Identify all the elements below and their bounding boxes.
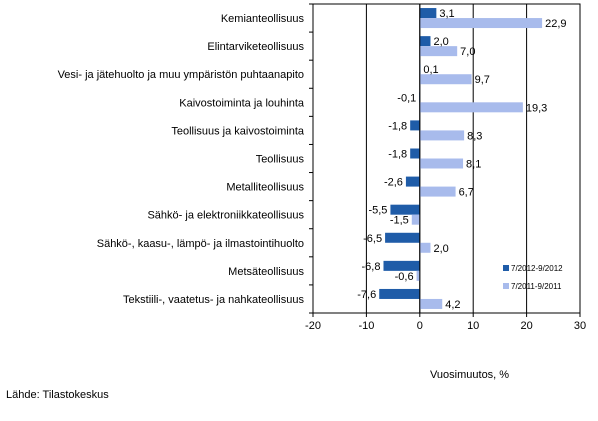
plot-frame: [312, 3, 581, 314]
legend-swatch: [503, 265, 509, 271]
bar: [411, 214, 420, 225]
data-label: 8,1: [466, 159, 481, 171]
category-label: Kemianteollisuus: [221, 13, 305, 25]
bar: [390, 204, 420, 215]
data-label: 6,7: [459, 187, 474, 199]
legend-label: 7/2012-9/2012: [511, 264, 563, 273]
axes: [309, 3, 581, 317]
bar: [419, 186, 456, 197]
bar: [419, 36, 431, 47]
bar: [419, 298, 443, 309]
category-label: Kaivostoiminta ja louhinta: [179, 97, 305, 109]
x-tick-label: 0: [417, 320, 423, 332]
data-label: 4,2: [445, 299, 460, 311]
legend-swatch: [503, 283, 509, 289]
category-label: Teollisuus ja kaivostoiminta: [171, 125, 305, 137]
x-tick-label: 30: [574, 320, 586, 332]
bar: [385, 232, 420, 243]
source-note: Lähde: Tilastokeskus: [6, 389, 109, 401]
bar: [419, 102, 523, 113]
category-label: Vesi- ja jätehuolto ja muu ympäristön pu…: [58, 69, 304, 81]
bar: [419, 8, 437, 19]
data-label: -5,5: [368, 205, 387, 217]
data-label: -1,5: [390, 215, 409, 227]
data-label: 2,0: [433, 36, 448, 48]
category-label: Metsäteollisuus: [228, 266, 304, 278]
data-label: 22,9: [545, 18, 566, 30]
bar: [383, 260, 420, 271]
data-label: 8,3: [467, 130, 482, 142]
category-label: Elintarviketeollisuus: [207, 41, 304, 53]
bars: [379, 8, 543, 309]
bar: [410, 120, 420, 131]
data-label: -1,8: [388, 120, 407, 132]
category-label: Metalliteollisuus: [226, 182, 304, 194]
bar: [419, 46, 458, 57]
category-label: Sähkö- ja elektroniikkateollisuus: [147, 210, 304, 222]
bar: [419, 158, 464, 169]
data-label: 9,7: [475, 74, 490, 86]
legend-label: 7/2011-9/2011: [511, 282, 562, 291]
x-tick-label: -20: [305, 320, 321, 332]
bar: [410, 148, 420, 159]
data-label: -6,8: [362, 261, 381, 273]
data-label: 2,0: [433, 243, 448, 255]
data-label: 3,1: [439, 8, 454, 20]
x-tick-label: 10: [467, 320, 479, 332]
data-label: 19,3: [526, 102, 547, 114]
labels: -20 -10 0 10 20 30 Kemianteollisuus Elintarvike…: [58, 8, 587, 332]
bar: [419, 74, 472, 85]
category-label: Tekstiili-, vaatetus- ja nahkateollisuus: [123, 294, 304, 306]
data-label: -2,6: [384, 177, 403, 189]
data-label: -0,6: [395, 271, 414, 283]
bar: [419, 242, 431, 253]
x-tick-label: -10: [358, 320, 374, 332]
data-label: -1,8: [388, 149, 407, 161]
data-label: -6,5: [363, 233, 382, 245]
bar: [379, 288, 420, 299]
data-label: -0,1: [397, 92, 416, 104]
bar: [405, 176, 420, 187]
category-label: Sähkö-, kaasu-, lämpö- ja ilmastointihuo…: [97, 238, 304, 250]
category-label: Teollisuus: [256, 154, 305, 166]
bar: [416, 270, 420, 281]
x-axis-title: Vuosimuutos, %: [430, 369, 509, 381]
x-tick-label: 20: [520, 320, 532, 332]
data-label: 0,1: [423, 64, 438, 76]
bar: [419, 130, 465, 141]
legend: 7/2012-9/2012 7/2011-9/2011: [503, 264, 563, 291]
data-label: 7,0: [460, 46, 475, 58]
data-label: -7,6: [357, 289, 376, 301]
bar: [419, 18, 543, 29]
